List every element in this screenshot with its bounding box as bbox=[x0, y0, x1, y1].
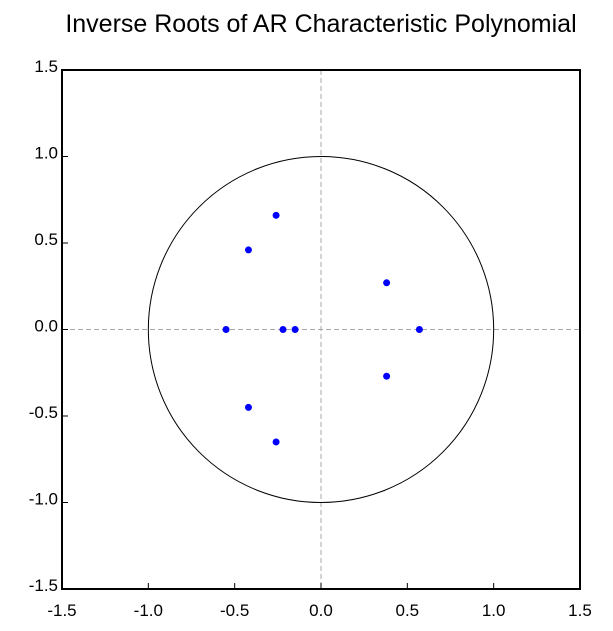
y-tick-label: -0.5 bbox=[29, 403, 58, 422]
y-tick-label: -1.0 bbox=[29, 490, 58, 509]
y-tick-label: 0.5 bbox=[34, 230, 58, 249]
chart-title: Inverse Roots of AR Characteristic Polyn… bbox=[65, 10, 576, 38]
x-tick-label: 0.5 bbox=[396, 601, 420, 620]
chart: Inverse Roots of AR Characteristic Polyn… bbox=[0, 0, 613, 631]
root-point bbox=[245, 404, 252, 411]
root-point bbox=[223, 326, 230, 333]
root-point bbox=[292, 326, 299, 333]
x-tick-label: -0.5 bbox=[220, 601, 249, 620]
y-tick-label: 1.0 bbox=[34, 144, 58, 163]
root-point bbox=[245, 246, 252, 253]
y-tick-label: -1.5 bbox=[29, 576, 58, 595]
x-tick-label: -1.0 bbox=[134, 601, 163, 620]
y-tick-label: 0.0 bbox=[34, 317, 58, 336]
root-point bbox=[383, 373, 390, 380]
x-tick-label: 1.0 bbox=[482, 601, 506, 620]
root-point bbox=[273, 212, 280, 219]
root-point bbox=[280, 326, 287, 333]
x-tick-label: 1.5 bbox=[568, 601, 592, 620]
x-tick-label: -1.5 bbox=[47, 601, 76, 620]
x-tick-label: 0.0 bbox=[309, 601, 333, 620]
root-point bbox=[416, 326, 423, 333]
root-point bbox=[273, 438, 280, 445]
y-tick-label: 1.5 bbox=[34, 57, 58, 76]
root-point bbox=[383, 279, 390, 286]
